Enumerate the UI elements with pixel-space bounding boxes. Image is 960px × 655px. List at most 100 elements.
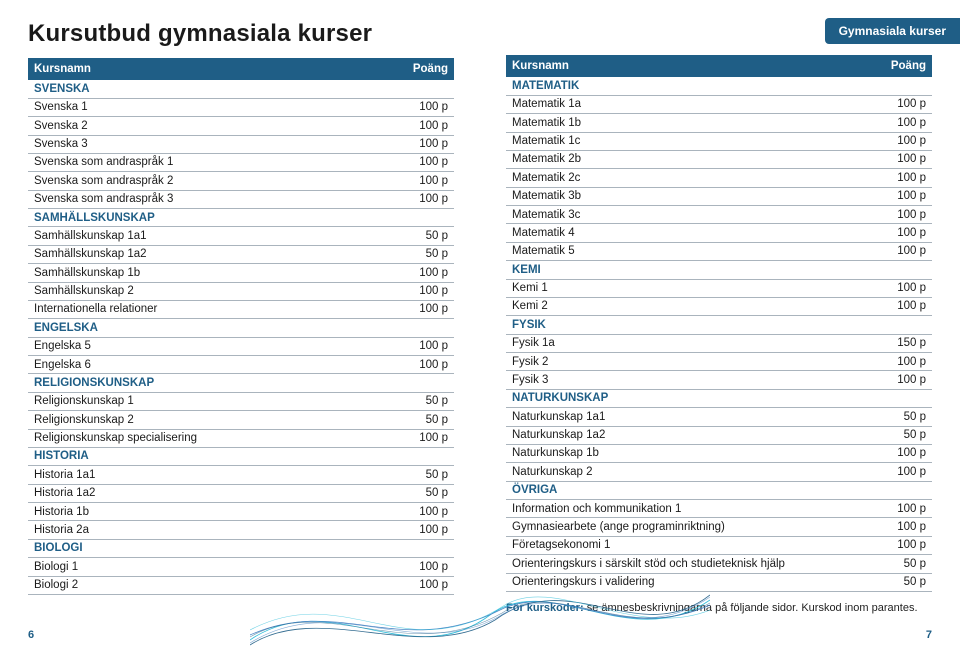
table-row: Fysik 3100 p	[506, 371, 932, 389]
table-row: Matematik 2b100 p	[506, 150, 932, 168]
section-cell: MATEMATIK	[506, 77, 932, 95]
course-name-cell: Information och kommunikation 1	[506, 500, 872, 518]
table-row: Matematik 1b100 p	[506, 114, 932, 132]
course-name-cell: Fysik 2	[506, 353, 872, 371]
course-name-cell: Engelska 5	[28, 337, 394, 355]
course-points-cell: 100 p	[394, 282, 454, 300]
course-points-cell: 100 p	[872, 224, 932, 242]
table-row: Orienteringskurs i särskilt stöd och stu…	[506, 555, 932, 573]
table-row: Naturkunskap 2100 p	[506, 463, 932, 481]
course-points-cell: 100 p	[394, 300, 454, 318]
course-points-cell: 100 p	[872, 242, 932, 260]
table-row: Historia 1a250 p	[28, 484, 454, 502]
course-name-cell: Svenska som andraspråk 3	[28, 190, 394, 208]
course-name-cell: Samhällskunskap 1a1	[28, 227, 394, 245]
course-points-cell: 100 p	[394, 190, 454, 208]
table-row: Fysik 1a150 p	[506, 334, 932, 352]
course-name-cell: Matematik 1c	[506, 132, 872, 150]
table-row: Matematik 3c100 p	[506, 206, 932, 224]
course-name-cell: Religionskunskap 2	[28, 411, 394, 429]
course-points-cell: 100 p	[394, 172, 454, 190]
course-name-cell: Engelska 6	[28, 356, 394, 374]
course-points-cell: 50 p	[872, 408, 932, 426]
table-row: Samhällskunskap 1a150 p	[28, 227, 454, 245]
table-row: Svenska 2100 p	[28, 117, 454, 135]
table-row: RELIGIONSKUNSKAP	[28, 374, 454, 392]
course-name-cell: Religionskunskap 1	[28, 392, 394, 410]
table-row: Matematik 4100 p	[506, 224, 932, 242]
table-row: Religionskunskap 150 p	[28, 392, 454, 410]
course-name-cell: Historia 1a2	[28, 484, 394, 502]
table-row: HISTORIA	[28, 447, 454, 465]
page-number-right: 7	[926, 629, 932, 641]
table-row: BIOLOGI	[28, 539, 454, 557]
course-points-cell: 100 p	[394, 117, 454, 135]
course-points-cell: 100 p	[394, 521, 454, 539]
course-points-cell: 50 p	[394, 484, 454, 502]
course-points-cell: 100 p	[872, 353, 932, 371]
course-name-cell: Matematik 5	[506, 242, 872, 260]
th-points-left: Poäng	[394, 58, 454, 80]
course-name-cell: Naturkunskap 1b	[506, 444, 872, 462]
course-points-cell: 100 p	[394, 429, 454, 447]
course-points-cell: 100 p	[872, 500, 932, 518]
course-name-cell: Historia 1b	[28, 503, 394, 521]
course-points-cell: 100 p	[394, 558, 454, 576]
table-row: Information och kommunikation 1100 p	[506, 500, 932, 518]
table-row: Historia 1b100 p	[28, 503, 454, 521]
course-name-cell: Svenska som andraspråk 1	[28, 153, 394, 171]
section-cell: SAMHÄLLSKUNSKAP	[28, 209, 454, 227]
course-name-cell: Naturkunskap 1a2	[506, 426, 872, 444]
course-name-cell: Matematik 2c	[506, 169, 872, 187]
course-points-cell: 100 p	[872, 132, 932, 150]
table-row: Fysik 2100 p	[506, 353, 932, 371]
table-row: ÖVRIGA	[506, 481, 932, 499]
table-row: Matematik 3b100 p	[506, 187, 932, 205]
table-row: SAMHÄLLSKUNSKAP	[28, 209, 454, 227]
course-points-cell: 100 p	[394, 356, 454, 374]
section-cell: RELIGIONSKUNSKAP	[28, 374, 454, 392]
left-course-table: Kursnamn Poäng SVENSKASvenska 1100 pSven…	[28, 58, 454, 595]
left-column: Kursutbud gymnasiala kurser Kursnamn Poä…	[0, 0, 480, 655]
course-name-cell: Naturkunskap 2	[506, 463, 872, 481]
course-points-cell: 100 p	[872, 279, 932, 297]
page-title: Kursutbud gymnasiala kurser	[28, 20, 454, 48]
course-points-cell: 100 p	[872, 297, 932, 315]
course-points-cell: 50 p	[872, 426, 932, 444]
course-name-cell: Kemi 2	[506, 297, 872, 315]
section-cell: HISTORIA	[28, 447, 454, 465]
course-name-cell: Svenska 2	[28, 117, 394, 135]
course-points-cell: 100 p	[872, 536, 932, 554]
th-name-right: Kursnamn	[506, 55, 872, 77]
course-points-cell: 50 p	[394, 245, 454, 263]
course-name-cell: Svenska som andraspråk 2	[28, 172, 394, 190]
section-cell: BIOLOGI	[28, 539, 454, 557]
course-name-cell: Biologi 2	[28, 576, 394, 594]
course-name-cell: Svenska 1	[28, 98, 394, 116]
course-points-cell: 100 p	[872, 150, 932, 168]
section-cell: NATURKUNSKAP	[506, 389, 932, 407]
course-name-cell: Biologi 1	[28, 558, 394, 576]
course-points-cell: 50 p	[394, 227, 454, 245]
course-points-cell: 100 p	[872, 518, 932, 536]
course-points-cell: 50 p	[872, 573, 932, 591]
table-row: Svenska 3100 p	[28, 135, 454, 153]
course-points-cell: 100 p	[394, 337, 454, 355]
table-row: Kemi 1100 p	[506, 279, 932, 297]
course-name-cell: Orienteringskurs i validering	[506, 573, 872, 591]
page: Kursutbud gymnasiala kurser Kursnamn Poä…	[0, 0, 960, 655]
table-row: Matematik 5100 p	[506, 242, 932, 260]
page-number-left: 6	[28, 629, 34, 641]
course-points-cell: 100 p	[872, 187, 932, 205]
course-name-cell: Matematik 4	[506, 224, 872, 242]
table-row: FYSIK	[506, 316, 932, 334]
course-points-cell: 100 p	[872, 444, 932, 462]
table-row: Religionskunskap specialisering100 p	[28, 429, 454, 447]
course-points-cell: 50 p	[394, 411, 454, 429]
section-cell: SVENSKA	[28, 80, 454, 98]
table-row: ENGELSKA	[28, 319, 454, 337]
course-name-cell: Svenska 3	[28, 135, 394, 153]
course-points-cell: 100 p	[394, 576, 454, 594]
section-cell: FYSIK	[506, 316, 932, 334]
course-name-cell: Naturkunskap 1a1	[506, 408, 872, 426]
